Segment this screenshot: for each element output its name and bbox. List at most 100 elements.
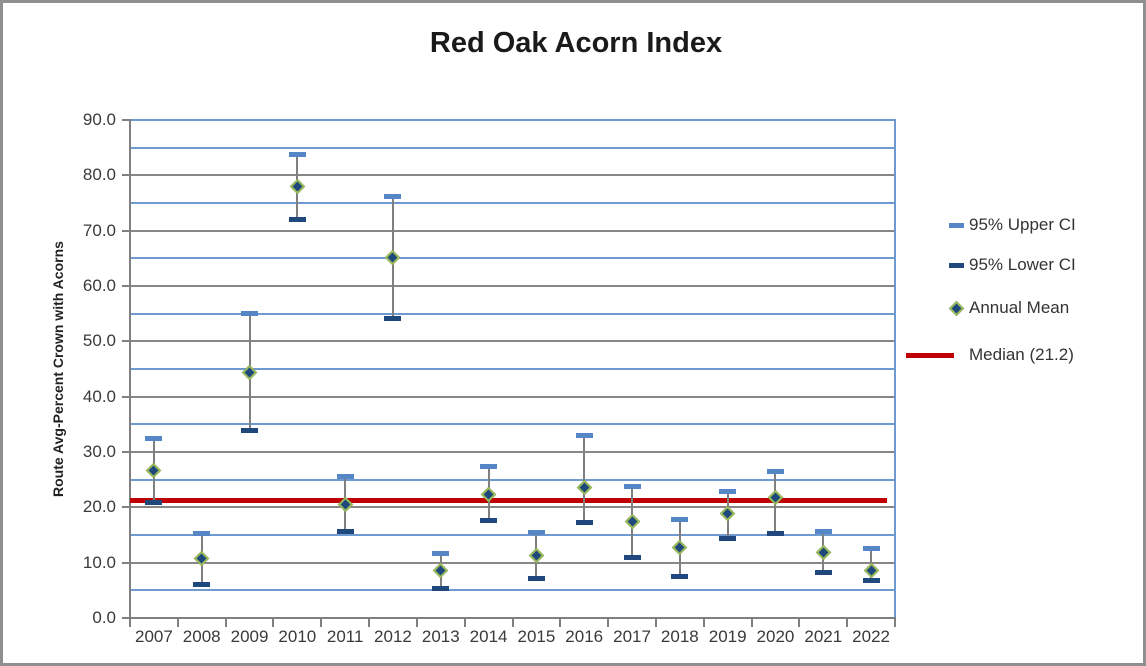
x-axis-tick-label: 2018 xyxy=(660,627,699,646)
median-line-icon xyxy=(906,353,954,358)
minor-gridline xyxy=(130,368,895,370)
y-axis-tick-label: 20.0 xyxy=(82,497,116,517)
y-axis-tick xyxy=(122,174,130,177)
legend-item-median: Median (21.2) xyxy=(903,342,1143,368)
annual-mean-point xyxy=(719,506,736,522)
minor-gridline xyxy=(130,589,895,592)
upper-ci-cap xyxy=(814,528,832,534)
lower-ci-cap xyxy=(193,582,211,588)
legend-item-lower-ci: 95% Lower CI xyxy=(903,252,1143,278)
annual-mean-point xyxy=(433,563,449,579)
lower-ci-cap xyxy=(575,520,593,526)
y-axis-tick xyxy=(122,395,130,398)
upper-ci-dash-icon xyxy=(949,223,964,228)
legend-label: 95% Upper CI xyxy=(969,215,1076,234)
y-axis-tick-label: 40.0 xyxy=(82,386,116,406)
annual-mean-point xyxy=(146,462,162,479)
y-axis-tick-label: 0.0 xyxy=(92,608,116,627)
y-axis-tick xyxy=(122,617,130,619)
major-gridline xyxy=(130,506,895,509)
x-axis-tick xyxy=(176,619,179,627)
lower-ci-cap xyxy=(766,531,784,537)
annual-mean-diamond-icon xyxy=(948,300,965,317)
x-axis-tick xyxy=(272,619,275,627)
median-series-line xyxy=(130,498,887,504)
upper-ci-cap xyxy=(671,517,689,522)
x-axis-tick xyxy=(559,619,562,627)
minor-gridline xyxy=(130,423,895,426)
lower-ci-cap xyxy=(241,427,259,433)
lower-ci-dash-icon xyxy=(949,263,964,268)
x-axis-tick xyxy=(511,619,514,627)
x-axis-tick-label: 2013 xyxy=(421,627,460,646)
y-axis-tick xyxy=(122,451,130,453)
y-axis-tick-label: 80.0 xyxy=(82,165,116,185)
lower-ci-cap xyxy=(384,315,402,321)
major-gridline xyxy=(130,395,895,398)
x-axis-tick-label: 2012 xyxy=(374,627,412,646)
plot-area: 0.0 10.0 20.0 30.0 40.0 50.0 60.0 70.0 80.0 90.0 2… xyxy=(3,3,1143,663)
legend-label: Median (21.2) xyxy=(969,345,1074,364)
x-axis-tick-label: 2016 xyxy=(565,627,604,646)
lower-ci-cap xyxy=(671,574,689,579)
major-gridline xyxy=(130,174,895,177)
major-gridline xyxy=(130,340,895,343)
minor-gridline xyxy=(130,312,895,315)
legend-item-upper-ci: 95% Upper CI xyxy=(903,212,1143,238)
x-axis-tick-label: 2022 xyxy=(852,627,890,646)
minor-gridline xyxy=(130,146,895,149)
plot-right-border xyxy=(894,119,896,619)
error-bar-line xyxy=(583,435,586,523)
upper-ci-cap xyxy=(241,311,259,317)
x-axis-tick xyxy=(798,619,801,627)
annual-mean-point xyxy=(576,480,592,496)
x-axis-tick-label: 2007 xyxy=(134,627,173,646)
upper-ci-cap xyxy=(527,529,545,535)
x-axis-tick-label: 2008 xyxy=(182,627,221,646)
lower-ci-cap xyxy=(814,569,832,575)
minor-gridline xyxy=(130,202,895,204)
major-gridline xyxy=(130,229,895,232)
annual-mean-point xyxy=(863,562,879,579)
upper-ci-cap xyxy=(719,489,737,495)
y-axis-tick-label: 60.0 xyxy=(82,276,116,295)
lower-ci-cap xyxy=(527,575,545,581)
x-axis-tick-label: 2021 xyxy=(804,627,843,646)
x-axis-tick xyxy=(129,619,131,627)
lower-ci-cap xyxy=(432,586,450,592)
upper-ci-cap xyxy=(766,469,784,475)
legend: 95% Upper CI 95% Lower CI Annual Mean Me… xyxy=(903,208,1143,378)
upper-ci-cap xyxy=(145,435,163,441)
lower-ci-cap xyxy=(719,536,737,542)
y-axis-tick xyxy=(122,340,130,343)
x-axis-tick xyxy=(320,619,323,627)
upper-ci-cap xyxy=(623,484,641,490)
x-axis-tick xyxy=(702,619,705,627)
upper-ci-cap xyxy=(862,545,880,551)
x-axis-tick xyxy=(415,619,418,627)
major-gridline xyxy=(130,561,895,564)
y-axis-tick xyxy=(122,119,130,121)
annual-mean-point xyxy=(289,178,306,195)
y-axis-tick-label: 30.0 xyxy=(82,442,116,461)
upper-ci-cap xyxy=(193,530,211,536)
lower-ci-cap xyxy=(336,529,354,535)
y-axis-tick xyxy=(122,506,130,509)
y-axis-line xyxy=(129,119,131,619)
x-axis-tick xyxy=(224,619,227,627)
x-axis-tick-label: 2017 xyxy=(613,627,651,646)
x-axis-tick xyxy=(654,619,657,627)
lower-ci-cap xyxy=(145,499,163,505)
minor-gridline xyxy=(130,257,895,260)
y-axis-tick xyxy=(122,229,130,232)
minor-gridline xyxy=(130,534,895,536)
y-axis-tick-label: 50.0 xyxy=(82,331,116,351)
x-axis-tick xyxy=(846,619,849,627)
legend-item-annual-mean: Annual Mean xyxy=(903,295,1143,321)
y-axis-tick-label: 10.0 xyxy=(82,552,116,572)
annual-mean-point xyxy=(241,364,258,381)
upper-ci-cap xyxy=(336,474,354,480)
x-axis-tick-label: 2009 xyxy=(230,627,269,646)
x-axis-tick xyxy=(368,619,371,627)
